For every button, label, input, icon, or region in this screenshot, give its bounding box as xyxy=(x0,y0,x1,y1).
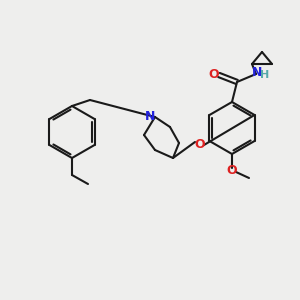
Text: N: N xyxy=(252,67,262,80)
Text: O: O xyxy=(209,68,219,80)
Text: O: O xyxy=(227,164,237,178)
Text: O: O xyxy=(195,137,205,151)
Text: H: H xyxy=(260,70,270,80)
Text: N: N xyxy=(145,110,155,124)
